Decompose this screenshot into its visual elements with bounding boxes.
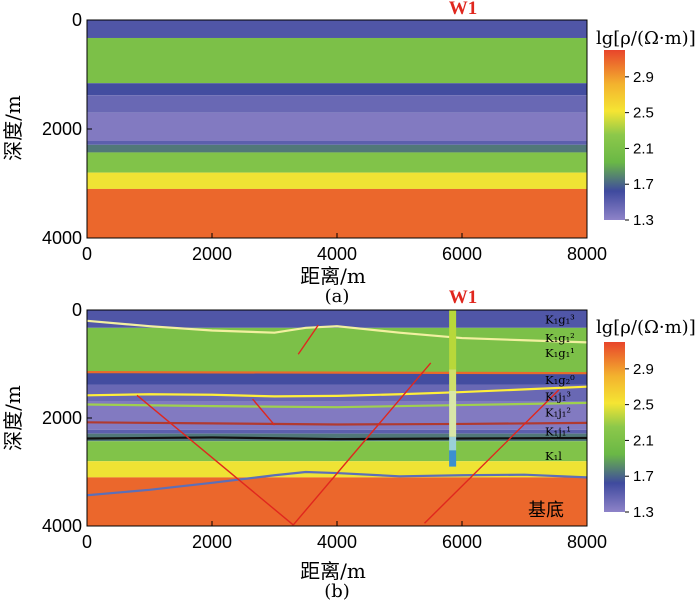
resistivity-layer: [87, 429, 587, 434]
formation-label: K₁g₁³: [545, 313, 575, 327]
x-tick-label: 0: [82, 244, 92, 264]
fault-line: [297, 324, 319, 355]
resistivity-layer: [87, 477, 587, 526]
resistivity-layer: [87, 20, 587, 38]
colorbar-tick-label: 1.3: [633, 504, 654, 521]
resistivity-layer: [87, 188, 587, 238]
resistivity-layer: [87, 152, 587, 173]
formation-label: K₁l: [545, 449, 562, 463]
colorbar-tick-label: 2.1: [633, 432, 654, 449]
formation-label: K₁j₁³: [545, 389, 571, 403]
panel-b-colorbar-title: lg[ρ/(Ω·m)]: [596, 317, 696, 338]
formation-label: K₁g₂⁰: [545, 373, 575, 387]
panel-a-plot: [87, 20, 587, 238]
colorbar-tick-label: 2.9: [633, 69, 654, 86]
x-tick-label: 6000: [442, 244, 482, 264]
well-log-segment: [449, 391, 457, 437]
x-tick-label: 2000: [192, 532, 232, 552]
resistivity-layer: [87, 83, 587, 96]
y-tick-label: 2000: [42, 408, 82, 428]
colorbar-tick-label: 2.9: [633, 361, 654, 378]
resistivity-layer: [87, 433, 587, 442]
formation-label: K₁g₁¹: [545, 346, 575, 360]
y-tick-label: 0: [72, 10, 82, 30]
y-tick-label: 4000: [42, 228, 82, 248]
well-log-segment: [449, 369, 457, 391]
x-tick-label: 6000: [442, 532, 482, 552]
resistivity-layer: [87, 372, 587, 385]
resistivity-layer: [87, 461, 587, 478]
horizon-line: [86, 470, 588, 497]
well-log-segment: [449, 436, 457, 451]
panel-b-axes: 0 2000 4000 6000 8000 0 2000 4000: [42, 300, 607, 552]
x-tick-label: 8000: [567, 244, 607, 264]
colorbar-gradient: [604, 342, 625, 512]
resistivity-layer: [87, 95, 587, 113]
horizon-line: [86, 436, 588, 441]
horizon-line: [86, 319, 588, 344]
resistivity-layer: [87, 327, 587, 373]
panel-a: 0 2000 4000 6000 8000 0 2000 4000 W1 距离/m (a) 深…: [1, 0, 696, 307]
panel-a-colorbar: 2.9 2.5 2.1 1.7 1.3: [604, 50, 654, 229]
formation-label: K₁g₁²: [545, 331, 575, 345]
resistivity-layer: [87, 37, 587, 84]
resistivity-layer: [87, 310, 587, 328]
panel-b-xlabel: 距离/m: [300, 559, 366, 583]
y-tick-label: 4000: [42, 516, 82, 536]
formation-label: K₁j₁²: [545, 406, 571, 420]
colorbar-tick-label: 2.1: [633, 140, 654, 157]
fault-line: [292, 362, 432, 526]
x-tick-label: 4000: [317, 244, 357, 264]
colorbar-tick-label: 1.7: [633, 468, 654, 485]
colorbar-gradient: [604, 50, 625, 220]
panel-a-well-label: W1: [449, 0, 478, 19]
panel-a-colorbar-title: lg[ρ/(Ω·m)]: [596, 28, 696, 49]
panel-b-well-label: W1: [449, 287, 478, 308]
resistivity-layer: [87, 112, 587, 141]
panel-a-subtitle: (a): [325, 286, 350, 307]
basement-label: 基底: [528, 500, 564, 521]
colorbar-tick-label: 1.3: [633, 212, 654, 229]
x-tick-label: 0: [82, 532, 92, 552]
horizon-line: [86, 401, 588, 409]
resistivity-layer: [87, 140, 587, 145]
formation-label: K₁j₁¹: [545, 425, 571, 439]
colorbar-tick-label: 2.5: [633, 105, 654, 122]
panel-a-ylabel: 深度/m: [1, 95, 25, 161]
horizon-line: [86, 371, 588, 375]
y-tick-label: 2000: [42, 119, 82, 139]
resistivity-layer: [87, 441, 587, 462]
panel-b-colorbar: 2.9 2.5 2.1 1.7 1.3: [604, 342, 654, 521]
panel-b-subtitle: (b): [324, 581, 350, 602]
panel-b-ylabel: 深度/m: [1, 385, 25, 451]
well-log-segment: [449, 450, 457, 467]
resistivity-layer: [87, 172, 587, 189]
resistivity-layer: [87, 384, 587, 402]
x-tick-label: 2000: [192, 244, 232, 264]
fault-line: [252, 398, 276, 426]
x-tick-label: 4000: [317, 532, 357, 552]
fault-line: [424, 389, 560, 524]
colorbar-tick-label: 1.7: [633, 176, 654, 193]
colorbar-tick-label: 2.5: [633, 397, 654, 414]
fault-line: [136, 394, 294, 526]
panel-a-axes: 0 2000 4000 6000 8000 0 2000 4000: [42, 10, 607, 264]
horizon-line: [86, 385, 588, 398]
panel-a-xlabel: 距离/m: [300, 264, 366, 288]
well-log-segment: [449, 310, 457, 370]
resistivity-layer: [87, 144, 587, 153]
x-tick-label: 8000: [567, 532, 607, 552]
y-tick-label: 0: [72, 300, 82, 320]
